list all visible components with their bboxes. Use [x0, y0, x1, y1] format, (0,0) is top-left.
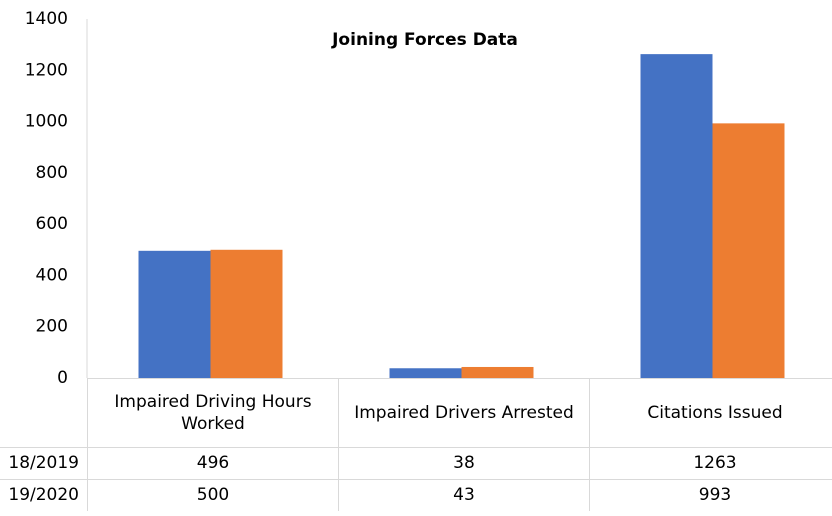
legend-label: 18/2019 [0, 447, 87, 479]
y-tick-label: 600 [36, 214, 68, 234]
table-value: 500 [87, 479, 338, 511]
y-tick-label: 200 [36, 317, 68, 337]
table-value: 993 [589, 479, 832, 511]
legend-label: 19/2020 [0, 479, 87, 511]
table-value: 496 [87, 447, 338, 479]
y-tick-label: 0 [57, 368, 68, 388]
table-value: 38 [338, 447, 589, 479]
bar [389, 368, 462, 378]
table-value: 1263 [589, 447, 832, 479]
y-tick-label: 1200 [25, 60, 68, 80]
x-tick-label: Citations Issued [589, 378, 832, 447]
y-tick-label: 400 [36, 265, 68, 285]
bar [461, 366, 534, 378]
chart-title: Joining Forces Data [331, 30, 518, 50]
x-tick-label: Impaired Drivers Arrested [338, 378, 589, 447]
y-tick-label: 1000 [25, 112, 68, 132]
bar [138, 250, 211, 378]
y-tick-label: 1400 [25, 9, 68, 29]
x-tick-label: Impaired Driving Hours Worked [87, 378, 338, 447]
table-value: 43 [338, 479, 589, 511]
bar [712, 123, 785, 379]
y-tick-label: 800 [36, 163, 68, 183]
bar [640, 54, 713, 379]
bar [210, 249, 283, 378]
